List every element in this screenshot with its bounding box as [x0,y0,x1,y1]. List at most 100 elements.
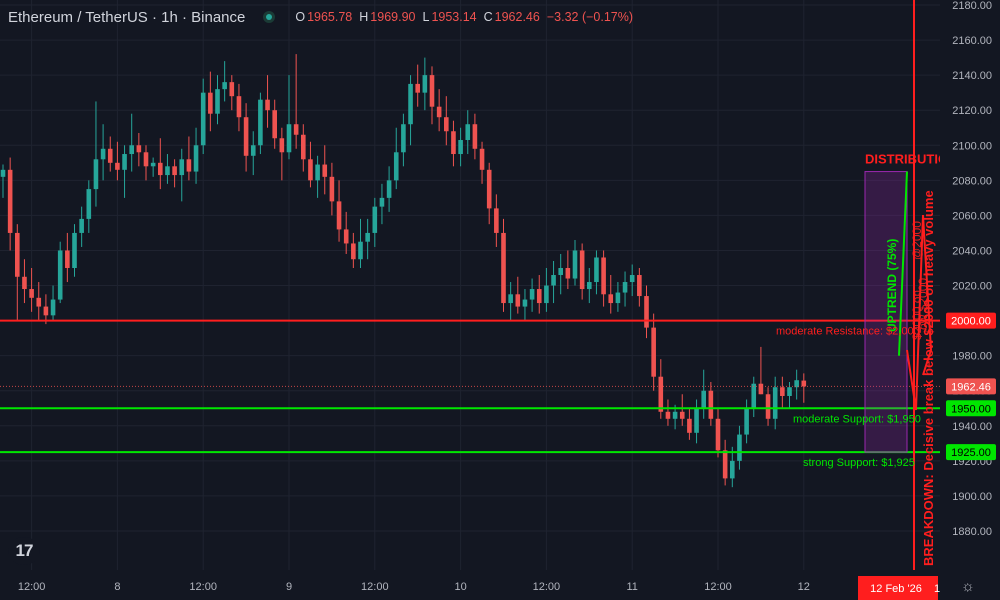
horizontal-levels [0,319,940,454]
candle-body [694,408,699,433]
candle [622,271,628,307]
candle [501,218,506,312]
open-label: O [295,10,306,24]
symbol-header: Ethereum / TetherUS · 1h · Binance O 1965… [8,6,638,28]
breakdown-label: BREAKDOWN: Decisive break below $2000 on… [921,190,936,566]
low-label: L [422,10,430,24]
candle-body [393,152,399,181]
candle [637,268,642,307]
candle [730,446,735,488]
candle [415,64,420,107]
candle [536,275,542,314]
price-tick-label: 2140.00 [952,70,992,82]
price-tick-label: 2080.00 [952,175,992,187]
candle-body [522,299,528,307]
candle [379,183,385,225]
candle [158,138,163,190]
candle-body [158,162,163,176]
candle [286,75,292,160]
candle [186,136,192,181]
candle-body [372,206,378,233]
price-tick-label: 2100.00 [952,140,992,152]
candle [558,253,563,295]
candle-body [508,294,513,304]
candle-body [765,394,771,419]
change-value: −3.32 (−0.17%) [546,10,634,24]
candle [551,260,556,304]
candle-body [286,124,292,153]
distribution-zone [864,171,908,453]
candle [165,154,170,184]
candle [136,132,142,167]
candle-body [408,83,413,125]
candle [665,399,671,426]
gear-icon[interactable]: ☼ [961,578,975,595]
candle-body [343,229,349,244]
tradingview-logo-icon[interactable]: 17 [8,537,40,565]
candle [451,120,456,167]
time-tick-label: 12:00 [189,581,217,593]
price-tick-label: 1940.00 [952,421,992,433]
candle [265,75,270,128]
candle-body [479,148,485,170]
candle-body [301,134,306,160]
candle-body [29,289,34,298]
candle-body [701,390,706,409]
candle-body [93,159,99,190]
candle-body [615,292,621,304]
time-tick-label: 10 [454,581,466,593]
breakdown-overlay: $2000 on [910,290,924,340]
candle-body [250,145,256,156]
candle-body [730,460,735,479]
candle-body [222,82,227,90]
candle [200,78,206,155]
candle [572,239,578,286]
candle [29,268,34,312]
candle-body [229,82,235,97]
candle-body [179,159,185,176]
candle [587,268,592,304]
candle [458,127,463,167]
candle [679,394,685,426]
candle-body [665,411,671,419]
candle-body [272,110,277,139]
candle [315,155,320,198]
candle-body [57,250,63,300]
candle-body [465,124,471,141]
price-tick-label: 1900.00 [952,491,992,503]
candle-body [601,257,606,295]
level-label: moderate Support: $1,950 [793,413,921,425]
candle-body [608,294,614,304]
candle [100,124,106,181]
candle [358,218,363,268]
candle-body [243,117,249,156]
time-tick-label: 12:00 [18,581,46,593]
candle-body [651,327,656,377]
candle-body [415,83,420,93]
candle-body [429,75,435,107]
candle [765,387,771,426]
current-date-suffix: 1 [934,583,940,595]
level-price-text: 1950.00 [951,403,991,415]
candle-body [444,117,449,132]
candle-body [708,390,714,419]
candle-body [629,275,635,283]
candle-body [43,306,49,316]
candle [787,381,792,409]
candle [172,159,177,188]
candle [293,54,299,149]
candle [565,250,571,290]
high-value: 1969.90 [370,10,416,24]
breakdown-overlay-2: ow $2000 [916,278,930,330]
candle [694,399,699,444]
candle-body [436,106,442,118]
candle [629,264,635,297]
candle [801,373,807,403]
candlestick-series [0,54,807,488]
time-tick-label: 8 [114,581,120,593]
candle-body [794,380,799,388]
open-value: 1965.78 [307,10,353,24]
symbol-title[interactable]: Ethereum / TetherUS · 1h · Binance [8,8,246,26]
candle [122,145,127,198]
